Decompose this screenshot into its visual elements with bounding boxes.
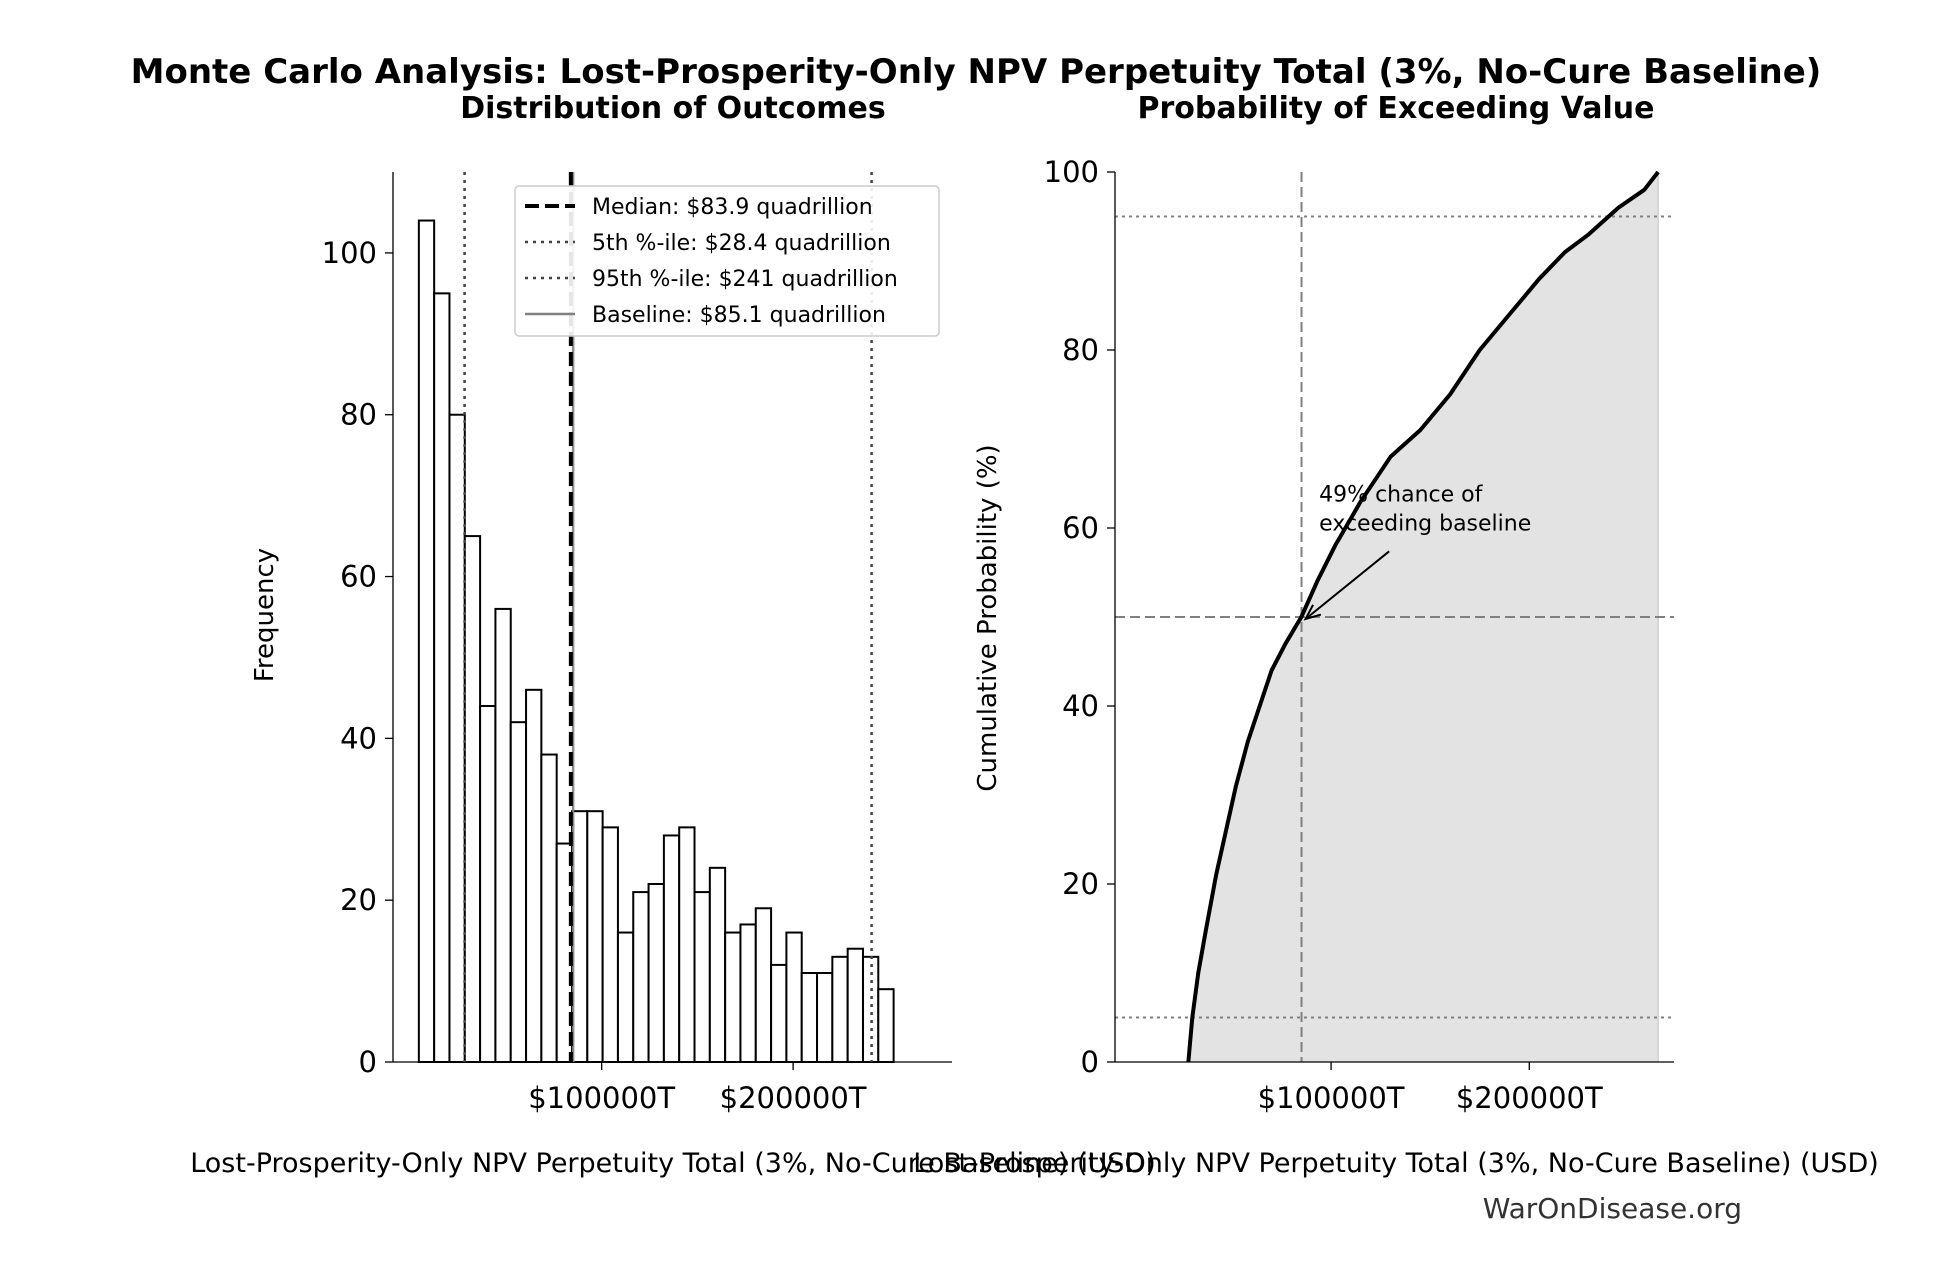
histogram-bar (770, 963, 788, 1064)
histogram-title: Distribution of Outcomes (460, 91, 886, 126)
legend-label: Median: $83.9 quadrillion (592, 195, 873, 220)
histogram-bar (708, 866, 727, 1063)
x-tick-label: $100000T (528, 1081, 675, 1115)
histogram-bar (525, 688, 543, 1063)
histogram-panel: Distribution of Outcomes Frequency Lost-… (190, 91, 1156, 1179)
histogram-y-axis-label: Frequency (250, 548, 280, 682)
watermark: WarOnDisease.org (1483, 1192, 1742, 1225)
y-tick-label: 100 (1044, 155, 1099, 189)
histogram-bar (846, 947, 864, 1064)
histogram-bar (494, 607, 512, 1064)
histogram-bar (678, 826, 696, 1064)
histogram-bar (739, 923, 757, 1063)
y-tick-label: 100 (322, 236, 377, 270)
histogram-bar (754, 907, 773, 1063)
x-tick-label: $100000T (1258, 1081, 1405, 1115)
legend-box (514, 185, 940, 337)
histogram-bar (785, 931, 803, 1064)
annotation-arrow-shaft (1304, 550, 1390, 620)
y-tick-label: 0 (1081, 1045, 1099, 1079)
histogram-bar (877, 988, 895, 1064)
histogram-bar (601, 826, 619, 1064)
y-tick-label: 80 (1062, 333, 1099, 367)
histogram-bar (540, 753, 558, 1064)
histogram-bar (463, 535, 482, 1063)
histogram-bar (816, 972, 834, 1063)
histogram-bar (433, 292, 451, 1063)
histogram-bar (417, 219, 436, 1063)
exceedance-y-axis-label: Cumulative Probability (%) (973, 444, 1003, 791)
exceedance-title: Probability of Exceeding Value (1137, 91, 1654, 126)
histogram-bar (831, 955, 849, 1063)
exceedance-x-axis-label: Lost-Prosperity-Only NPV Perpetuity Tota… (913, 1148, 1879, 1179)
x-tick-label: $200000T (1456, 1081, 1603, 1115)
histogram-bar (448, 413, 466, 1063)
y-tick-label: 80 (340, 398, 377, 432)
y-tick-label: 60 (1062, 511, 1099, 545)
histogram-bar (479, 705, 497, 1063)
histogram-bar (616, 931, 635, 1064)
annotation-text: exceeding baseline (1319, 511, 1531, 536)
x-tick-label: $200000T (720, 1081, 867, 1115)
cumulative-curve (1186, 170, 1660, 1063)
histogram-x-axis-label: Lost-Prosperity-Only NPV Perpetuity Tota… (190, 1148, 1156, 1179)
histogram-bar (662, 834, 681, 1063)
histogram-bar (647, 883, 665, 1063)
legend-label: Baseline: $85.1 quadrillion (592, 303, 886, 328)
annotation-arrow-head (1303, 604, 1322, 621)
histogram-bar (800, 972, 819, 1063)
histogram-bar (724, 931, 742, 1064)
histogram-bar (586, 810, 604, 1063)
figure-title: Monte Carlo Analysis: Lost-Prosperity-On… (131, 52, 1822, 92)
histogram-plot-area: 0 20 40 60 80 100 $100000T $200000T (322, 172, 952, 1115)
histogram-bar (509, 721, 528, 1063)
y-tick-label: 40 (340, 721, 377, 755)
annotation-text: 49% chance of (1319, 482, 1483, 507)
y-tick-label: 0 (359, 1045, 377, 1079)
exceedance-panel: Probability of Exceeding Value Cumulativ… (913, 91, 1879, 1179)
histogram-legend: Median: $83.9 quadrillion 5th %-ile: $28.… (514, 185, 940, 337)
exceedance-plot-area: 0 20 40 60 80 100 $100000T $200000T 49% chance o… (1044, 155, 1674, 1115)
y-tick-label: 60 (340, 560, 377, 594)
histogram-bar (693, 891, 711, 1063)
legend-label: 5th %-ile: $28.4 quadrillion (592, 231, 891, 256)
legend-label: 95th %-ile: $241 quadrillion (592, 267, 898, 292)
y-tick-label: 20 (340, 883, 377, 917)
histogram-bar (632, 891, 650, 1063)
y-tick-label: 20 (1062, 867, 1099, 901)
y-tick-label: 40 (1062, 689, 1099, 723)
